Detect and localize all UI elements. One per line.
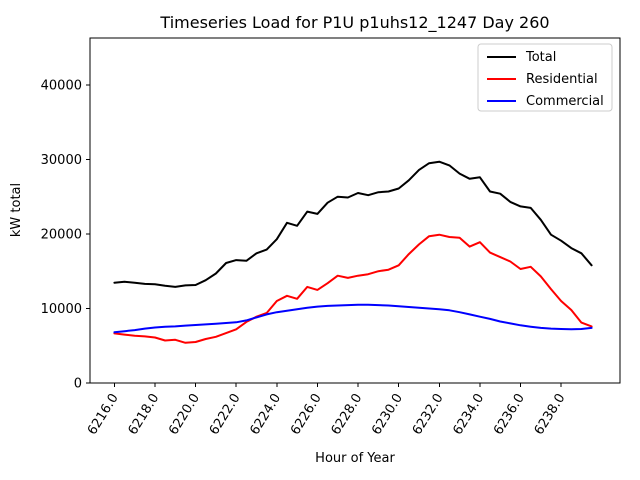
x-tick-label-6224.0: 6224.0 bbox=[247, 391, 284, 438]
chart-title: Timeseries Load for P1U p1uhs12_1247 Day… bbox=[159, 13, 549, 33]
legend-box bbox=[477, 43, 613, 112]
legend-commercial-label: Commercial bbox=[526, 94, 604, 109]
series-total-line bbox=[113, 160, 593, 288]
y-tick-label-40000: 40000 bbox=[41, 78, 82, 93]
x-tick-label-6230.0: 6230.0 bbox=[369, 391, 406, 438]
x-axis-label: Hour of Year bbox=[315, 451, 395, 466]
legend-residential-label: Residential bbox=[526, 72, 598, 87]
y-tick-label-30000: 30000 bbox=[41, 153, 82, 168]
y-tick-label-0: 0 bbox=[74, 377, 82, 392]
legend-total-label: Total bbox=[525, 50, 556, 65]
x-axis-ticks: 6216.0 6218.0 6220.0 6222.0 6224.0 6226.0 6228… bbox=[85, 383, 569, 438]
series-lines bbox=[113, 160, 593, 344]
x-tick-label-6216.0: 6216.0 bbox=[85, 391, 122, 438]
x-tick-label-6234.0: 6234.0 bbox=[450, 391, 487, 438]
x-tick-label-6220.0: 6220.0 bbox=[166, 391, 203, 438]
x-tick-label-6232.0: 6232.0 bbox=[410, 391, 447, 438]
x-tick-label-6238.0: 6238.0 bbox=[532, 391, 569, 438]
y-axis-ticks: 0 10000 20000 30000 40000 bbox=[41, 78, 90, 392]
y-axis-label: kW total bbox=[9, 183, 24, 237]
y-tick-label-20000: 20000 bbox=[41, 227, 82, 242]
legend: Total Residential Commercial bbox=[477, 43, 613, 112]
x-tick-label-6228.0: 6228.0 bbox=[329, 391, 366, 438]
x-tick-label-6218.0: 6218.0 bbox=[126, 391, 163, 438]
y-tick-label-10000: 10000 bbox=[41, 302, 82, 317]
series-commercial-line bbox=[113, 303, 593, 334]
series-residential-line bbox=[113, 233, 593, 344]
x-tick-label-6222.0: 6222.0 bbox=[207, 391, 244, 438]
x-tick-label-6236.0: 6236.0 bbox=[491, 391, 528, 438]
x-tick-label-6226.0: 6226.0 bbox=[288, 391, 325, 438]
